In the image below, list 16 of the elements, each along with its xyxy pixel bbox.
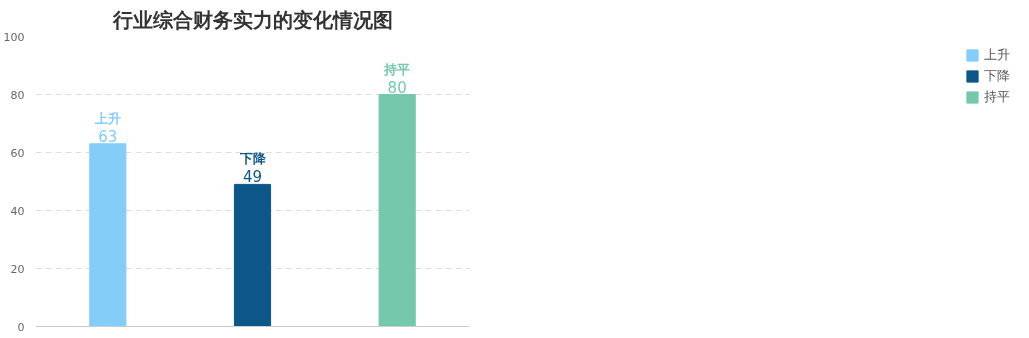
y-tick-label: 60 [10,146,25,160]
text: 下降 [239,151,266,167]
data-label: 80 [387,78,407,97]
data-label: 63 [98,127,118,146]
text: 上升 [94,110,121,126]
y-tick-label: 20 [10,262,25,276]
legend-label: 下降 [984,67,1010,85]
text: 持平 [384,61,411,77]
legend-label: 上升 [984,46,1010,64]
chart-title: 行业综合财务实力的变化情况图 [111,7,393,32]
data-label: 49 [242,168,263,187]
y-tick-label: 80 [10,88,25,102]
y-tick-label: 0 [17,320,25,334]
y-tick-label: 40 [10,204,25,218]
y-tick-label: 100 [3,30,25,44]
legend-label: 持平 [984,88,1010,106]
